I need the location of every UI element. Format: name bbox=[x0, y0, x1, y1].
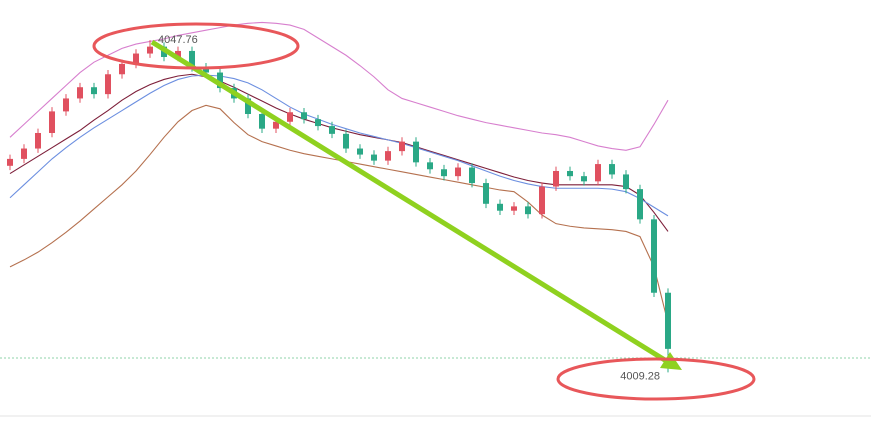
arrow-head bbox=[660, 352, 682, 370]
candle-body bbox=[497, 203, 503, 211]
candle-body bbox=[581, 176, 587, 182]
candle-body bbox=[483, 183, 489, 204]
high-circle bbox=[92, 22, 300, 70]
candle-body bbox=[315, 119, 321, 127]
candle-body bbox=[623, 174, 629, 190]
candle-body bbox=[399, 141, 405, 152]
annotations bbox=[92, 22, 756, 401]
candle-body bbox=[273, 121, 279, 129]
candle-body bbox=[189, 50, 195, 68]
candle-body bbox=[637, 189, 643, 220]
candle-body bbox=[245, 98, 251, 114]
low-label: 4009.28 bbox=[620, 370, 660, 382]
candle-body bbox=[441, 169, 447, 177]
candle-body bbox=[203, 67, 209, 73]
candle-body bbox=[511, 206, 517, 211]
candle-body bbox=[595, 164, 601, 182]
candle-body bbox=[371, 154, 377, 161]
candle-body bbox=[427, 162, 433, 170]
candle-body bbox=[105, 74, 111, 95]
candle-body bbox=[259, 113, 265, 129]
candle-body bbox=[21, 148, 27, 159]
low-circle bbox=[556, 357, 756, 401]
candle-body bbox=[133, 53, 139, 64]
indicator-line bbox=[9, 104, 669, 324]
candle-body bbox=[217, 72, 223, 89]
candle-body bbox=[455, 167, 461, 177]
candle-body bbox=[651, 219, 657, 293]
candle-body bbox=[469, 167, 475, 184]
candle-body bbox=[525, 206, 531, 215]
candle-body bbox=[77, 87, 83, 99]
candle-body bbox=[539, 186, 545, 215]
candle-body bbox=[553, 170, 559, 187]
candle-body bbox=[7, 158, 13, 166]
candle-body bbox=[175, 50, 181, 57]
candle-body bbox=[301, 112, 307, 120]
high-label: 4047.76 bbox=[158, 34, 198, 46]
candle-body bbox=[413, 141, 419, 163]
candle-body bbox=[665, 292, 671, 349]
candle-body bbox=[91, 87, 97, 95]
candle-body bbox=[329, 126, 335, 134]
candle-body bbox=[147, 46, 153, 54]
candle-body bbox=[385, 151, 391, 161]
candle-body bbox=[609, 164, 615, 175]
trend-arrow bbox=[150, 39, 670, 365]
candle-body bbox=[343, 133, 349, 149]
candle-body bbox=[63, 98, 69, 112]
candle-body bbox=[49, 111, 55, 133]
indicator-line bbox=[9, 74, 669, 217]
candle-body bbox=[35, 132, 41, 149]
candle-body bbox=[119, 63, 125, 75]
candle-body bbox=[567, 170, 573, 177]
indicator-line bbox=[9, 21, 669, 151]
candle-body bbox=[287, 112, 293, 122]
candles bbox=[7, 40, 671, 373]
indicator-line bbox=[9, 73, 669, 232]
candle-body bbox=[357, 148, 363, 155]
